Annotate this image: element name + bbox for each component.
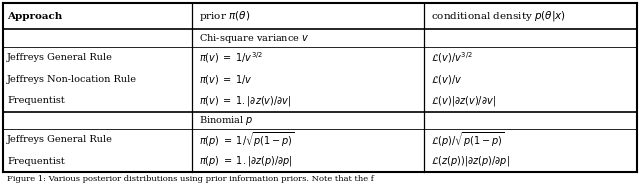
Text: prior $\pi(\theta)$: prior $\pi(\theta)$ [199,9,250,23]
Text: Figure 1: Various posterior distributions using prior information priors. Note t: Figure 1: Various posterior distribution… [7,175,374,183]
Text: Frequentist: Frequentist [7,157,65,166]
Text: Approach: Approach [7,12,62,21]
Text: $\mathcal{L}(v)/v$: $\mathcal{L}(v)/v$ [431,73,463,86]
Text: Binomial $p$: Binomial $p$ [199,114,253,127]
Text: $\mathcal{L}(p)/\sqrt{p(1-p)}$: $\mathcal{L}(p)/\sqrt{p(1-p)}$ [431,131,505,149]
Text: Jeffreys Non-location Rule: Jeffreys Non-location Rule [7,75,137,84]
Text: Frequentist: Frequentist [7,96,65,105]
Text: Jeffreys General Rule: Jeffreys General Rule [7,53,113,62]
Text: $\pi(p) \;=\; 1/\sqrt{p(1-p)}$: $\pi(p) \;=\; 1/\sqrt{p(1-p)}$ [199,131,295,149]
Text: $\pi(v) \;=\; 1/v^{3/2}$: $\pi(v) \;=\; 1/v^{3/2}$ [199,50,263,65]
Text: $\pi(v) \;=\; 1/v$: $\pi(v) \;=\; 1/v$ [199,73,253,86]
Text: $\mathcal{L}(v)|\partial z(v)/\partial v|$: $\mathcal{L}(v)|\partial z(v)/\partial v… [431,94,497,108]
Text: Chi-square variance $v$: Chi-square variance $v$ [199,32,310,45]
Text: $\mathcal{L}(v)/v^{3/2}$: $\mathcal{L}(v)/v^{3/2}$ [431,50,473,65]
Text: $\pi(p) \;=\; 1.|\partial z(p)/\partial p|$: $\pi(p) \;=\; 1.|\partial z(p)/\partial … [199,154,293,168]
Text: Jeffreys General Rule: Jeffreys General Rule [7,135,113,144]
Text: conditional density $p(\theta|x)$: conditional density $p(\theta|x)$ [431,9,566,23]
Text: $\pi(v) \;=\; 1.|\partial z(v)/\partial v|$: $\pi(v) \;=\; 1.|\partial z(v)/\partial … [199,94,292,108]
Text: $\mathcal{L}(z(p))|\partial z(p)/\partial p|$: $\mathcal{L}(z(p))|\partial z(p)/\partia… [431,154,510,168]
